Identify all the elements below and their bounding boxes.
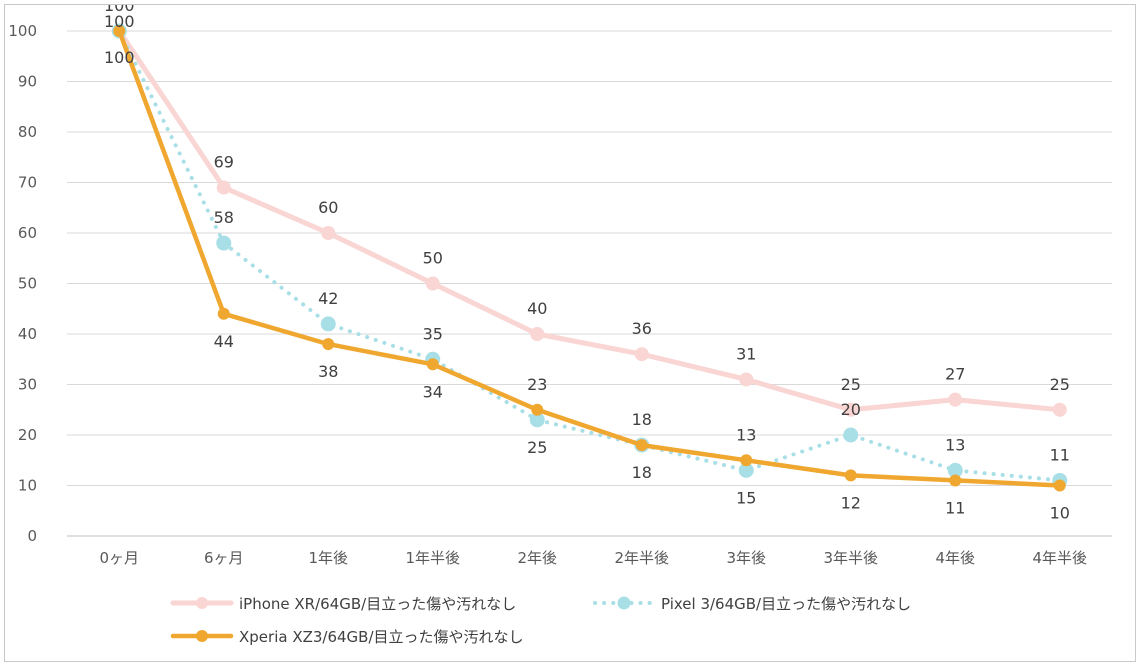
data-point	[948, 392, 963, 407]
data-point	[739, 372, 754, 387]
y-tick-label: 20	[18, 426, 37, 444]
data-label: 31	[736, 344, 756, 363]
x-tick-label: 4年半後	[1032, 549, 1087, 567]
data-label: 13	[945, 435, 965, 454]
x-tick-label: 4年後	[935, 549, 975, 567]
data-point	[217, 307, 230, 320]
y-tick-label: 80	[18, 123, 37, 141]
data-point	[530, 327, 545, 341]
data-point	[634, 347, 649, 362]
data-label: 23	[527, 375, 547, 394]
series-lines	[111, 23, 1068, 492]
data-point	[426, 358, 439, 371]
data-label: 36	[632, 319, 652, 338]
x-tick-label: 2年半後	[614, 549, 669, 567]
legend-swatch-marker	[196, 630, 208, 642]
data-point	[843, 402, 858, 417]
data-point	[738, 462, 754, 478]
data-point	[740, 454, 753, 467]
y-tick-label: 30	[18, 376, 37, 394]
x-tick-label: 6ヶ月	[204, 549, 244, 567]
data-labels: 1001001006958446042385035344023253618183…	[104, 0, 1070, 523]
legend-label: Xperia XZ3/64GB/目立った傷や汚れなし	[239, 628, 524, 646]
data-label: 27	[945, 365, 965, 384]
y-tick-label: 60	[18, 224, 37, 242]
data-label: 44	[214, 332, 234, 351]
chart-frame: 0 10 20 30 40 50 60 70 80 90 100 0ヶ月 6ヶ月 1年後 1年半後 2年後 2…	[4, 0, 1136, 662]
line-chart: 0 10 20 30 40 50 60 70 80 90 100 0ヶ月 6ヶ月 1年後 1年半後 2年後 2…	[8, 0, 1112, 646]
y-tick-label: 0	[27, 527, 37, 545]
x-tick-label: 1年後	[308, 549, 348, 567]
data-label: 11	[945, 498, 965, 517]
data-point	[843, 427, 859, 443]
data-point	[216, 235, 232, 251]
y-tick-label: 70	[18, 174, 37, 192]
x-tick-label: 2年後	[517, 549, 557, 567]
y-tick-label: 90	[18, 73, 37, 91]
data-label: 69	[214, 153, 234, 172]
data-label: 100	[104, 12, 135, 31]
data-point	[320, 316, 336, 332]
data-point	[425, 276, 440, 291]
x-axis: 0ヶ月 6ヶ月 1年後 1年半後 2年後 2年半後 3年後 3年半後 4年後 4年半後	[99, 549, 1087, 567]
series-line	[116, 28, 1063, 413]
data-label: 42	[318, 289, 338, 308]
y-tick-label: 40	[18, 325, 37, 343]
data-label: 15	[736, 488, 756, 507]
data-point	[947, 462, 963, 478]
y-axis: 0 10 20 30 40 50 60 70 80 90 100	[8, 22, 37, 545]
y-tick-label: 50	[18, 275, 37, 293]
data-label: 58	[214, 208, 234, 227]
data-label: 35	[423, 324, 443, 343]
legend: iPhone XR/64GB/目立った傷や汚れなし Pixel 3/64GB/目立…	[170, 595, 911, 646]
x-tick-label: 3年後	[726, 549, 766, 567]
data-point	[216, 180, 231, 195]
x-tick-label: 1年半後	[405, 549, 460, 567]
data-point	[321, 226, 336, 240]
legend-swatch-marker	[196, 597, 208, 609]
data-label: 34	[423, 382, 443, 401]
data-label: 60	[318, 198, 338, 217]
series-line	[117, 28, 1063, 488]
data-label: 11	[1050, 445, 1070, 464]
data-label: 40	[527, 299, 547, 318]
data-point	[1053, 479, 1066, 492]
legend-label: iPhone XR/64GB/目立った傷や汚れなし	[239, 595, 516, 613]
data-point	[844, 469, 857, 482]
x-tick-label: 0ヶ月	[99, 549, 139, 567]
data-label: 100	[104, 48, 135, 67]
data-point	[1052, 402, 1067, 417]
data-label: 12	[841, 493, 861, 512]
data-label: 18	[632, 463, 652, 482]
series-line	[117, 29, 1062, 483]
legend-label: Pixel 3/64GB/目立った傷や汚れなし	[661, 595, 911, 613]
data-label: 18	[632, 410, 652, 429]
legend-swatch-marker	[617, 596, 631, 610]
data-point	[322, 338, 335, 351]
data-label: 10	[1050, 504, 1070, 523]
data-point	[949, 474, 962, 487]
data-point	[531, 403, 544, 416]
data-point	[635, 439, 648, 452]
data-point	[113, 25, 126, 37]
data-label: 25	[527, 438, 547, 457]
data-point	[529, 412, 545, 428]
data-label: 50	[423, 249, 443, 268]
y-tick-label: 100	[8, 22, 37, 40]
gridlines	[67, 30, 1112, 537]
y-tick-label: 10	[18, 477, 37, 495]
data-label: 25	[841, 375, 861, 394]
data-label: 13	[736, 425, 756, 444]
data-label: 20	[841, 400, 861, 419]
data-label: 38	[318, 362, 338, 381]
data-label: 25	[1050, 375, 1070, 394]
x-tick-label: 3年半後	[823, 549, 878, 567]
